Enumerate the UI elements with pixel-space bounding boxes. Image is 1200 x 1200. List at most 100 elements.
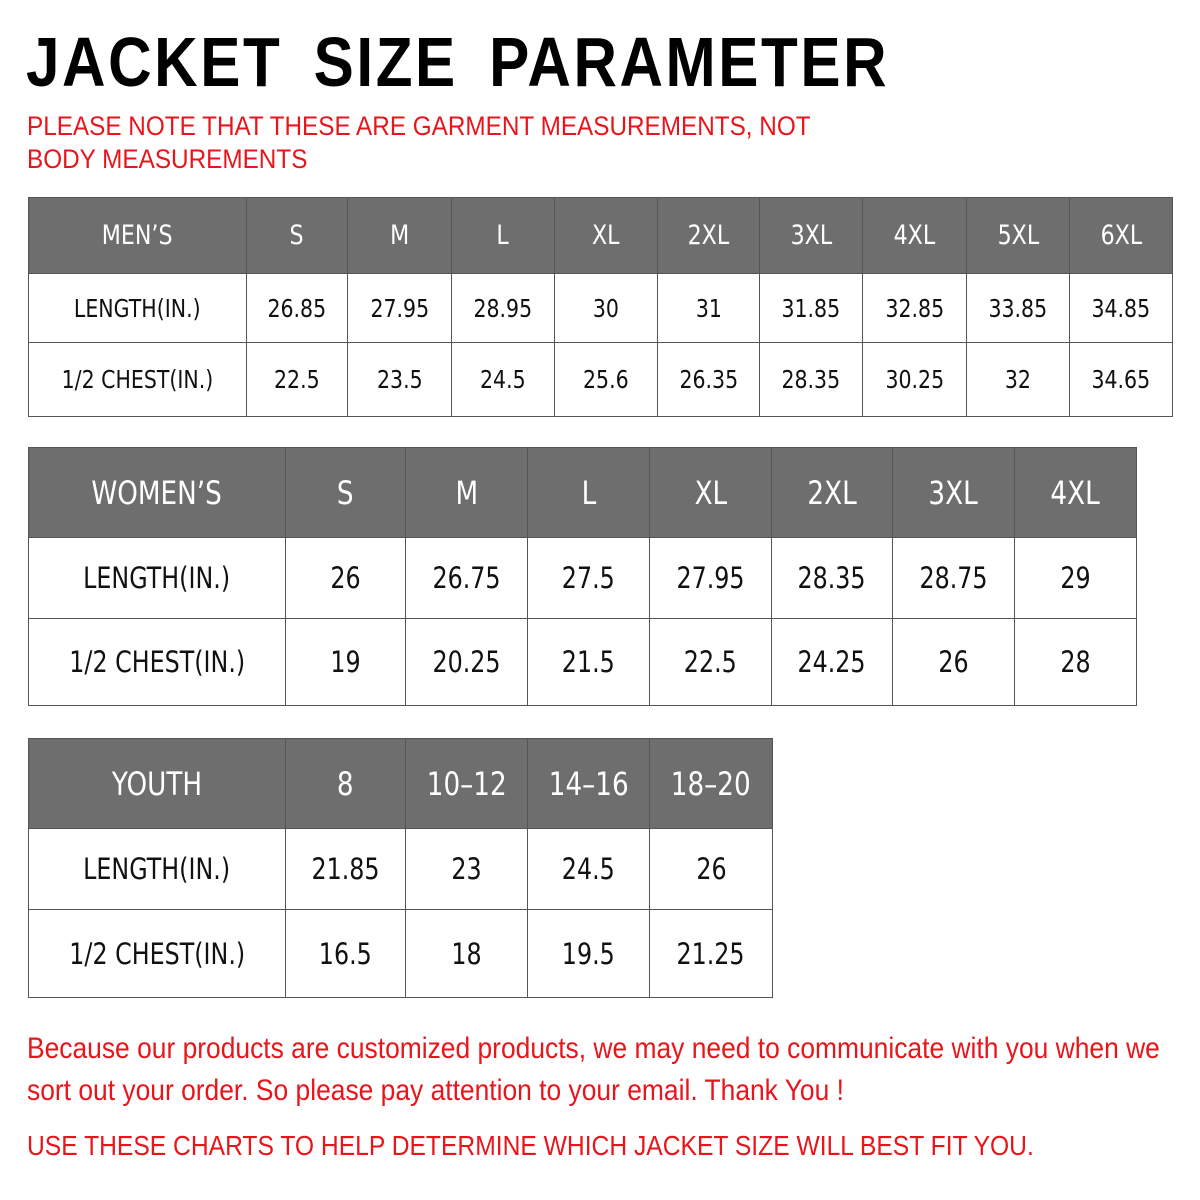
measurement-cell: 23.5 <box>347 342 452 417</box>
measurement-cell: 32 <box>966 342 1070 417</box>
cell-text: L <box>496 220 510 251</box>
cell-text: YOUTH <box>111 764 203 803</box>
measurement-cell: 26 <box>285 537 406 619</box>
cell-text: 26.75 <box>432 561 501 595</box>
category-header: MEN’S <box>28 197 247 274</box>
measurement-cell: 25.6 <box>554 342 658 417</box>
cell-text: 1/2 CHEST(IN.) <box>69 936 245 971</box>
cell-text: 24.25 <box>797 645 867 679</box>
cell-text: 28.35 <box>797 561 867 595</box>
measurement-cell: 18 <box>405 909 528 998</box>
table-row: 1/2 CHEST(IN.) 22.5 23.5 24.5 25.6 26.35 28.35… <box>28 342 1173 417</box>
measurement-cell: 32.85 <box>862 273 967 343</box>
row-label: 1/2 CHEST(IN.) <box>28 618 286 706</box>
measurement-cell: 27.95 <box>649 537 772 619</box>
cell-text: 30.25 <box>885 365 944 394</box>
measurement-cell: 29 <box>1014 537 1137 619</box>
cell-text: 26.35 <box>679 365 738 394</box>
measurement-cell: 31.85 <box>759 273 863 343</box>
customization-notice: Because our products are customized prod… <box>27 1032 1160 1107</box>
size-header: XL <box>649 447 772 538</box>
size-header: L <box>527 447 650 538</box>
cell-text: 14–16 <box>548 764 629 803</box>
cell-text: 32.85 <box>885 293 944 323</box>
table-row: LENGTH(IN.) 21.85 23 24.5 26 <box>28 828 773 910</box>
measurement-cell: 28.75 <box>892 537 1015 619</box>
cell-text: 8 <box>337 764 354 803</box>
cell-text: 18 <box>451 936 482 971</box>
cell-text: 1/2 CHEST(IN.) <box>61 365 214 394</box>
measurement-cell: 22.5 <box>246 342 348 417</box>
measurement-cell: 26.75 <box>405 537 528 619</box>
cell-text: XL <box>694 473 727 512</box>
header-row: MEN’S S M L XL 2XL 3XL 4XL 5XL 6XL <box>28 197 1173 274</box>
cell-text: LENGTH(IN.) <box>74 293 201 323</box>
size-header: M <box>405 447 528 538</box>
measurement-cell: 30 <box>554 273 658 343</box>
size-header: 8 <box>285 738 406 829</box>
measurement-cell: 28.95 <box>451 273 555 343</box>
cell-text: M <box>389 220 410 251</box>
measurement-cell: 21.85 <box>285 828 406 910</box>
cell-text: 5XL <box>997 220 1039 251</box>
cell-text: 24.5 <box>480 365 526 394</box>
cell-text: 3XL <box>928 473 979 512</box>
measurement-cell: 19.5 <box>527 909 650 998</box>
cell-text: 23 <box>451 852 482 886</box>
cell-text: 33.85 <box>988 293 1048 323</box>
cell-text: 16.5 <box>319 936 372 971</box>
cell-text: MEN’S <box>102 220 173 251</box>
measurement-cell: 19 <box>285 618 406 706</box>
cell-text: 21.85 <box>311 852 380 886</box>
garment-note: PLEASE NOTE THAT THESE ARE GARMENT MEASU… <box>27 111 811 174</box>
table-row: LENGTH(IN.) 26 26.75 27.5 27.95 28.35 28.75 29 <box>28 537 1137 619</box>
cell-text: 26.85 <box>267 293 327 323</box>
cell-text: 22.5 <box>274 365 320 394</box>
cell-text: 27.95 <box>676 561 745 595</box>
size-header: 2XL <box>657 197 760 274</box>
size-header: 18–20 <box>649 738 773 829</box>
cell-text: 29 <box>1060 561 1091 595</box>
cell-text: 18–20 <box>671 764 751 803</box>
size-header: 3XL <box>892 447 1015 538</box>
cell-text: 27.5 <box>562 561 615 595</box>
mens-size-table: MEN’S S M L XL 2XL 3XL 4XL 5XL 6XL LENGTH(IN.) 26.8… <box>28 197 1173 417</box>
cell-text: WOMEN’S <box>91 473 223 512</box>
cell-text: 4XL <box>893 220 936 251</box>
youth-size-table: YOUTH 8 10–12 14–16 18–20 LENGTH(IN.) 21.85 23 2… <box>28 738 773 998</box>
measurement-cell: 26.85 <box>246 273 348 343</box>
measurement-cell: 24.5 <box>451 342 555 417</box>
cell-text: 31 <box>695 293 722 323</box>
cell-text: 26 <box>695 852 727 886</box>
cell-text: 34.65 <box>1091 365 1151 394</box>
size-header: S <box>285 447 406 538</box>
row-label: LENGTH(IN.) <box>28 273 247 343</box>
cell-text: LENGTH(IN.) <box>83 561 231 595</box>
measurement-cell: 28 <box>1014 618 1137 706</box>
category-header: WOMEN’S <box>28 447 286 538</box>
measurement-cell: 27.5 <box>527 537 650 619</box>
size-header: 4XL <box>862 197 967 274</box>
measurement-cell: 34.85 <box>1069 273 1173 343</box>
cell-text: 1/2 CHEST(IN.) <box>69 645 245 679</box>
size-header: M <box>347 197 452 274</box>
row-label: 1/2 CHEST(IN.) <box>28 342 247 417</box>
cell-text: 2XL <box>687 220 730 251</box>
size-header: S <box>246 197 348 274</box>
cell-text: 22.5 <box>684 645 737 679</box>
measurement-cell: 20.25 <box>405 618 528 706</box>
size-header: 6XL <box>1069 197 1173 274</box>
measurement-cell: 21.25 <box>649 909 773 998</box>
size-header: 4XL <box>1014 447 1137 538</box>
size-header: 14–16 <box>527 738 650 829</box>
cell-text: 24.5 <box>562 852 615 886</box>
category-header: YOUTH <box>28 738 286 829</box>
measurement-cell: 34.65 <box>1069 342 1173 417</box>
measurement-cell: 28.35 <box>771 537 893 619</box>
cell-text: 28.75 <box>919 561 988 595</box>
measurement-cell: 33.85 <box>966 273 1070 343</box>
cell-text: 26 <box>938 645 969 679</box>
row-label: 1/2 CHEST(IN.) <box>28 909 286 998</box>
size-header: 2XL <box>771 447 893 538</box>
header-row: WOMEN’S S M L XL 2XL 3XL 4XL <box>28 447 1137 538</box>
